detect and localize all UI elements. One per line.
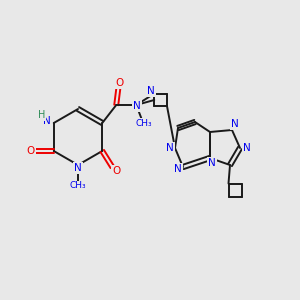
Text: N: N bbox=[174, 164, 182, 174]
Text: CH₃: CH₃ bbox=[70, 182, 86, 190]
Text: O: O bbox=[115, 78, 123, 88]
Text: N: N bbox=[147, 85, 155, 96]
Text: CH₃: CH₃ bbox=[136, 118, 153, 127]
Text: N: N bbox=[43, 116, 51, 126]
Text: O: O bbox=[27, 146, 35, 156]
Text: O: O bbox=[112, 166, 120, 176]
Text: N: N bbox=[208, 158, 216, 168]
Text: N: N bbox=[74, 163, 82, 173]
Text: N: N bbox=[231, 119, 239, 129]
Text: N: N bbox=[243, 143, 251, 153]
Text: N: N bbox=[134, 101, 141, 111]
Text: N: N bbox=[166, 143, 174, 153]
Text: H: H bbox=[38, 110, 45, 120]
